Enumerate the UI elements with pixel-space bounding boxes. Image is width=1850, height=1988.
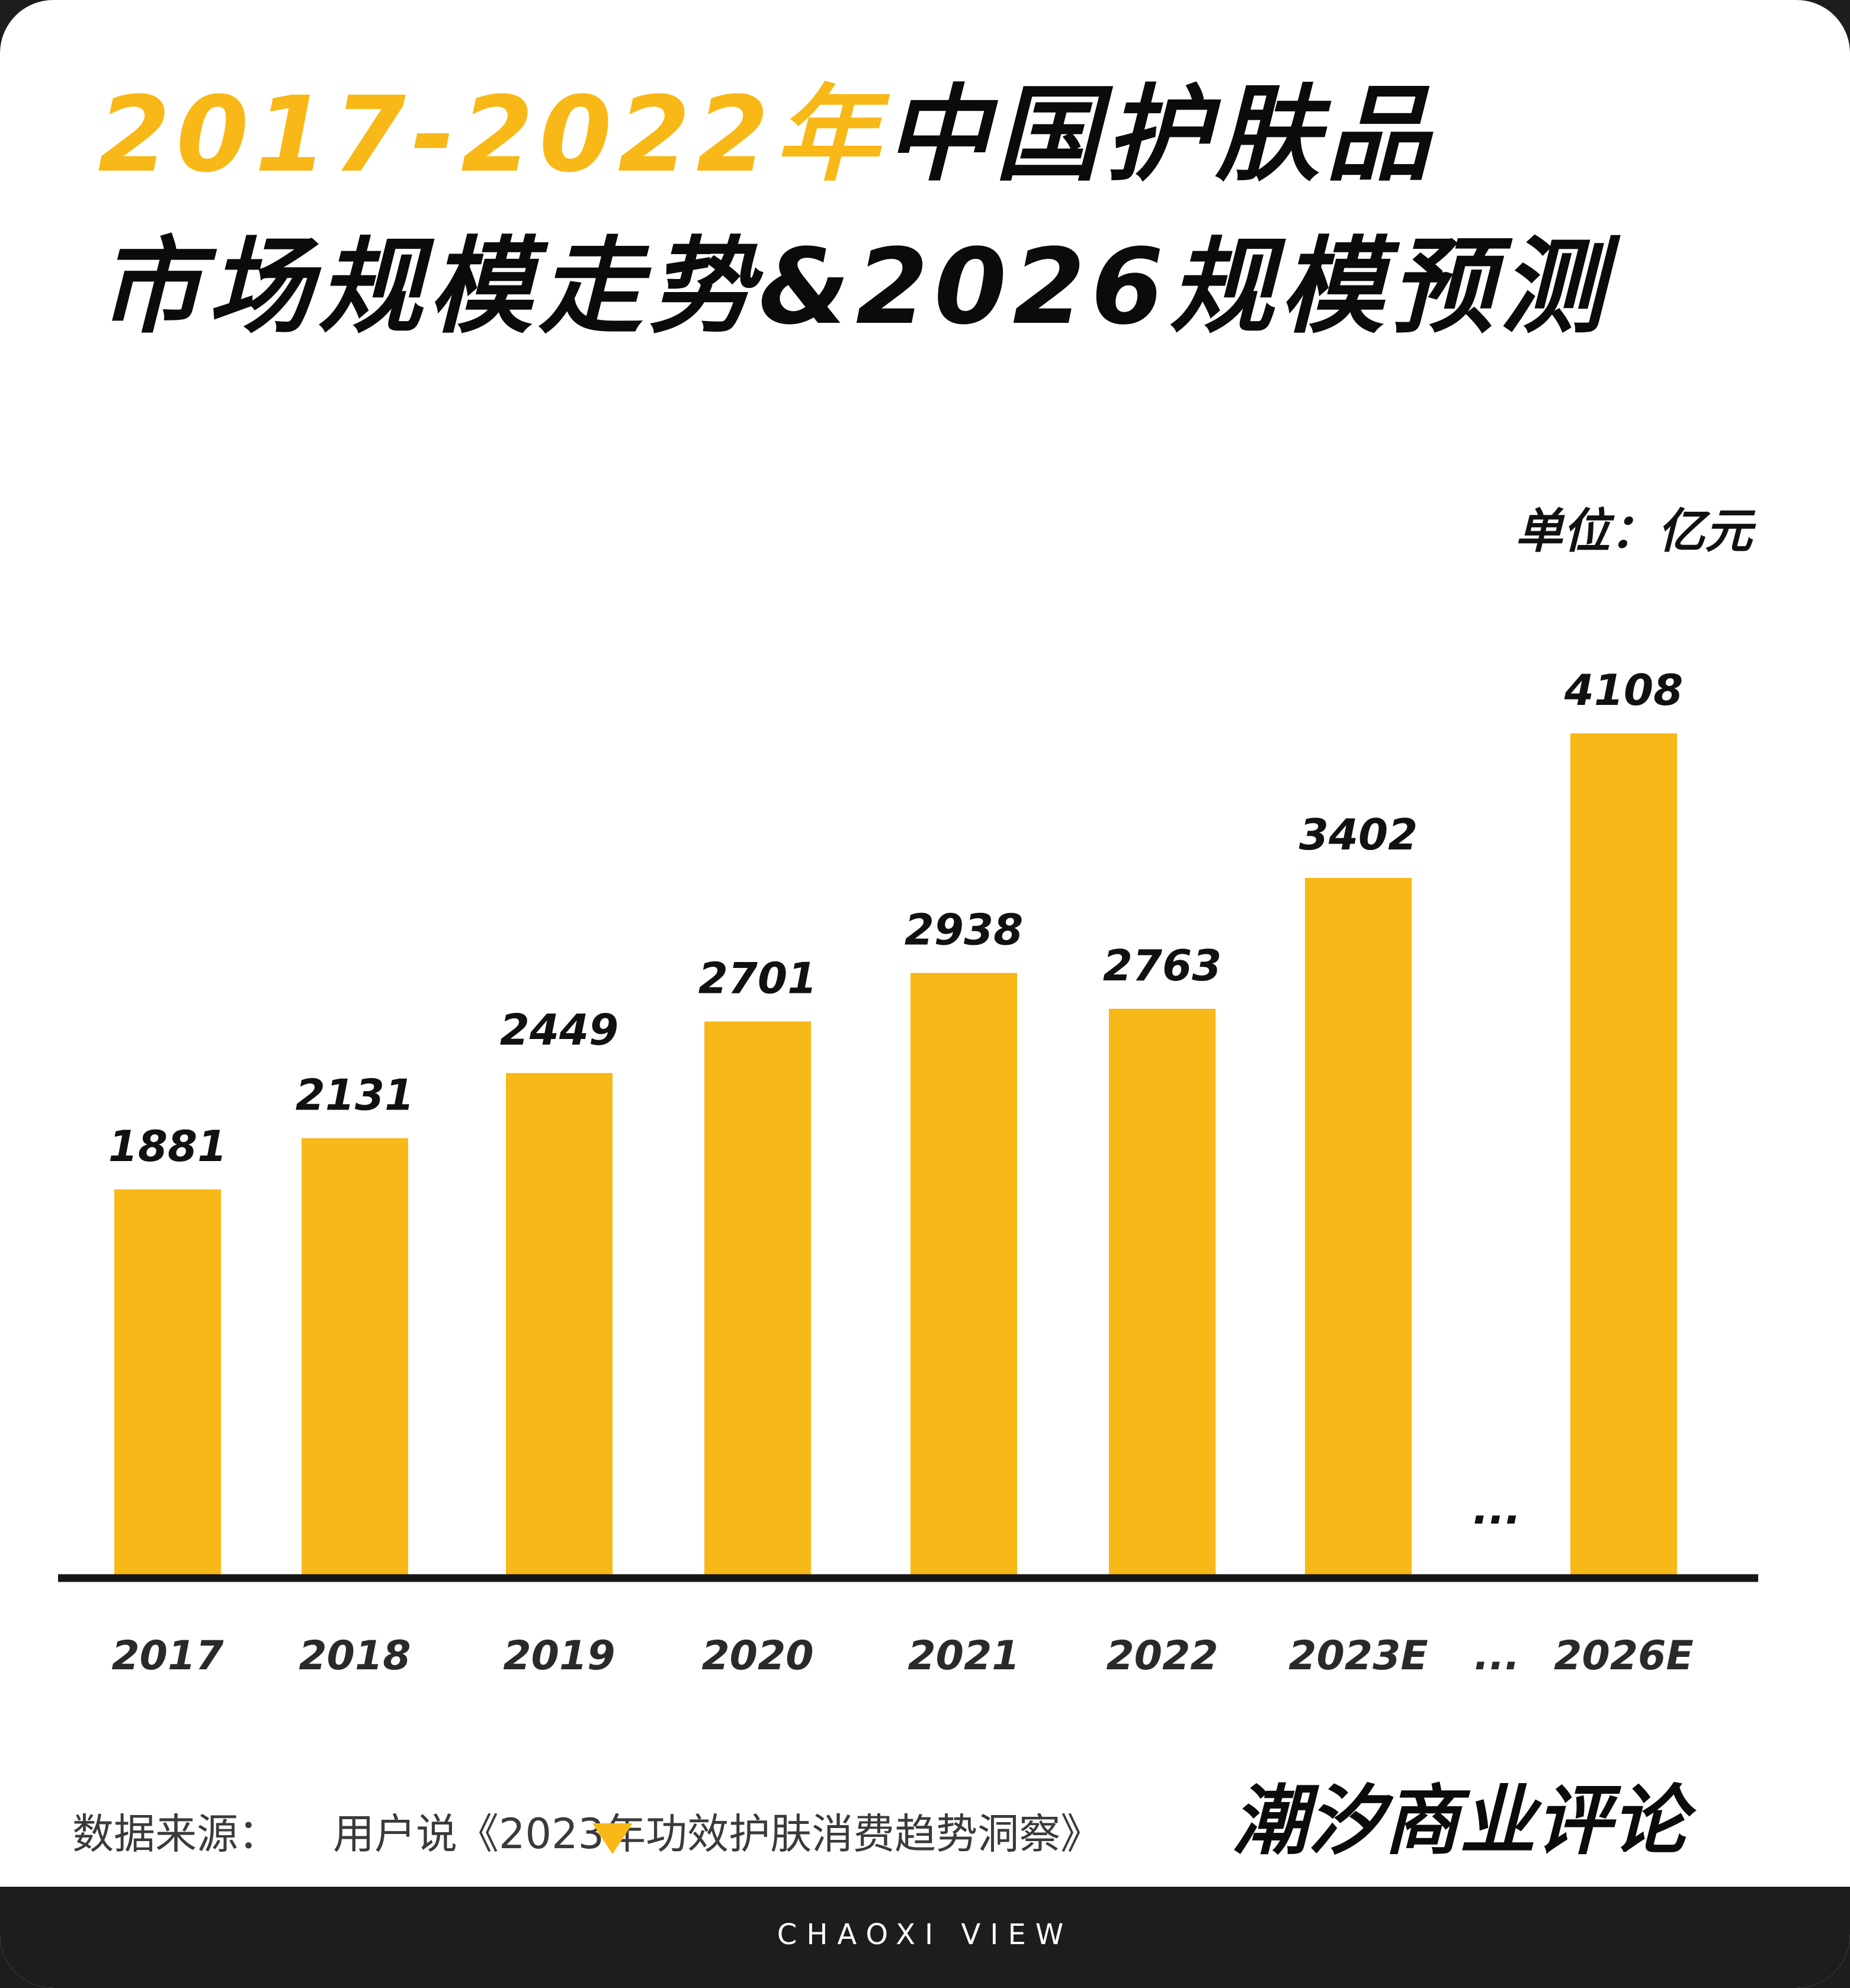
chart-title-rest: 中国护肤品 (884, 74, 1436, 195)
chart-title-line1: 2017-2022年中国护肤品 (98, 76, 1436, 194)
bar-2023e (1305, 878, 1412, 1575)
x-tick-label-2019: 2019 (503, 1633, 615, 1679)
bar-2022 (1109, 1008, 1216, 1575)
value-label-2017: 1881 (108, 1121, 227, 1171)
bar-2017 (114, 1189, 221, 1575)
footer-bar (0, 1887, 1850, 1988)
value-label-2018: 2131 (296, 1070, 414, 1120)
x-tick-label-2021: 2021 (908, 1633, 1019, 1679)
value-label-2022: 2763 (1103, 941, 1221, 990)
x-axis-labels-group: 2017 2018 2019 2020 2021 2022 2023E... 2026E (111, 1633, 1693, 1679)
brand-logo-text: 潮汐商业评论 (1232, 1777, 1688, 1865)
x-tick-label-2018: 2018 (299, 1633, 411, 1679)
footer-brand-text: CHAOXI VIEW (777, 1918, 1073, 1951)
unit-label: 单位：亿元 (1515, 504, 1752, 559)
bar-2021 (910, 973, 1017, 1575)
chart-title-line2: 市场规模走势&2026规模预测 (98, 226, 1611, 348)
source-text: 用户说《2023年功效护肤消费趋势洞察》 (333, 1810, 1102, 1858)
x-tick-label-2023e: 2023E (1288, 1633, 1428, 1679)
value-label-2020: 2701 (698, 953, 817, 1003)
value-labels-group: 1881 2131 2449 2701 2938 2763 3402... 4108 (108, 665, 1683, 1534)
brand-triangle-icon (592, 1823, 633, 1854)
bar-2020 (704, 1021, 811, 1575)
value-label-2023e: 3402 (1299, 810, 1418, 860)
chart-title-highlight: 2017-2022年 (98, 74, 885, 195)
bar-2026e (1570, 733, 1677, 1575)
value-label-2026e: 4108 (1564, 665, 1683, 715)
source-note: 数据来源： 用户说《2023年功效护肤消费趋势洞察》 (72, 1801, 1102, 1861)
x-tick-label-2017: 2017 (111, 1633, 224, 1679)
bars-group (114, 733, 1677, 1575)
bar-chart: 1881 2131 2449 2701 2938 2763 3402... 4108 2017… (58, 665, 1758, 1679)
x-tick-label-2022: 2022 (1106, 1633, 1218, 1679)
value-label-2021: 2938 (905, 905, 1023, 954)
x-tick-label-gap: ... (1474, 1633, 1520, 1679)
x-tick-label-2020: 2020 (701, 1633, 813, 1679)
value-label-2019: 2449 (500, 1005, 618, 1054)
value-label-gap: ... (1473, 1484, 1521, 1534)
source-label: 数据来源： (72, 1810, 280, 1858)
bar-2018 (302, 1138, 408, 1575)
x-tick-label-2026e: 2026E (1554, 1633, 1694, 1679)
bar-2019 (506, 1073, 613, 1575)
